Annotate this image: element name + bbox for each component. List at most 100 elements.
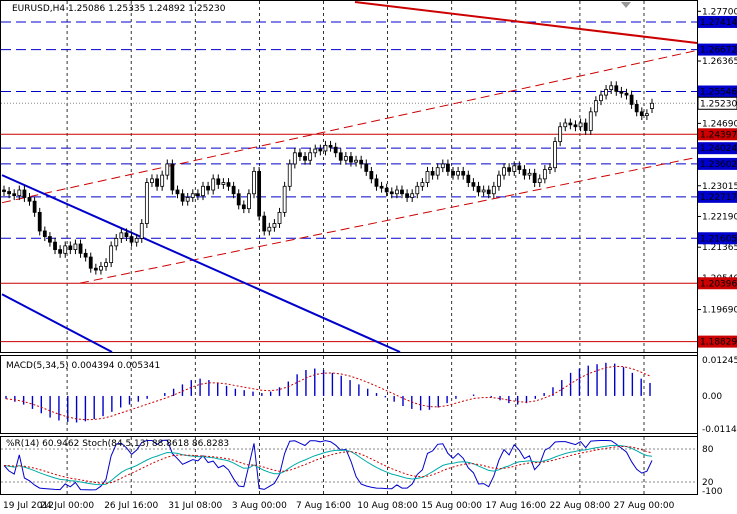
candle-body <box>37 211 42 232</box>
time-tick-label: 10 Aug 08:00 <box>357 501 418 511</box>
macd-label: MACD(5,34,5) 0.004394 0.005341 <box>6 361 160 371</box>
oscillator-tick-label: -100 <box>702 487 723 497</box>
candle-body <box>88 256 93 269</box>
candle-body <box>405 193 409 198</box>
candle-body <box>119 232 124 239</box>
candle-body <box>129 236 134 243</box>
candle-body <box>134 238 139 243</box>
trendlines <box>1 1 698 353</box>
candle-body <box>144 182 149 224</box>
candle-body <box>420 182 425 187</box>
macd-tick-label: -0.01149 <box>702 425 737 435</box>
candle-body <box>53 241 57 251</box>
candle-body <box>298 152 302 157</box>
horizontal-levels <box>1 21 697 343</box>
candle-body <box>247 193 251 210</box>
time-tick-label: 22 Aug 08:00 <box>550 501 611 511</box>
candle-body <box>99 265 103 271</box>
candle-body <box>563 122 568 128</box>
candle-body <box>201 185 205 197</box>
williams-r-line <box>3 439 653 491</box>
candle-body <box>425 171 430 183</box>
oscillator-label: %R(14) 60.9462 Stoch(84,5,13) 88.8618 86… <box>6 439 229 449</box>
candle-body <box>486 189 491 195</box>
level-label: 1.25546 <box>700 88 737 98</box>
candle-body <box>241 204 246 210</box>
candle-body <box>252 171 256 195</box>
macd-signal-line <box>5 365 651 421</box>
candle-body <box>124 232 129 237</box>
candle-body <box>619 90 624 94</box>
level-label: 1.18829 <box>700 338 737 348</box>
macd-tick-label: 0.012451 <box>702 356 737 366</box>
candle-body <box>389 191 394 195</box>
price-tick-label: 1.26365 <box>702 57 737 67</box>
time-tick-label: 26 Jul 16:00 <box>104 501 158 511</box>
level-label: 1.24397 <box>700 130 737 140</box>
candle-body <box>155 178 159 187</box>
level-label: 1.21605 <box>700 234 737 244</box>
candle-body <box>338 152 343 161</box>
price-tick-label: 1.21365 <box>702 243 737 253</box>
level-labels: 1.27414 1.26672 1.25546 1.24397 1.24024 1.236… <box>697 15 737 348</box>
candle-body <box>206 185 210 191</box>
candle-body <box>190 193 195 198</box>
candle-body <box>165 163 170 176</box>
candle-body <box>2 189 6 192</box>
candle-body <box>481 189 486 193</box>
candle-body <box>379 185 384 189</box>
candle-body <box>277 211 282 224</box>
candle-body <box>303 156 307 161</box>
candle-body <box>537 178 542 183</box>
candle-body <box>599 94 603 102</box>
candle-body <box>308 152 313 161</box>
chart-shift-triangle-icon[interactable] <box>621 2 631 8</box>
candle-body <box>221 182 226 185</box>
candle-body <box>415 185 420 195</box>
candle-body <box>466 174 471 183</box>
current-price-label: 1.25230 <box>700 99 737 109</box>
price-tick-label: 1.27700 <box>702 7 737 17</box>
candle-body <box>287 163 292 187</box>
candle-body <box>12 193 17 197</box>
candle-body <box>369 171 374 180</box>
candle-body <box>17 189 22 197</box>
candle-body <box>78 243 83 254</box>
candle-body <box>542 169 547 180</box>
time-tick-label: 27 Aug 00:00 <box>614 501 675 511</box>
candle-body <box>517 165 522 170</box>
candle-body <box>446 163 450 172</box>
candle-body <box>83 252 88 258</box>
candle-body <box>139 223 144 239</box>
candle-body <box>68 245 73 251</box>
candle-body <box>527 172 532 176</box>
candle-body <box>491 185 496 195</box>
candle-body <box>236 193 241 206</box>
level-label-box <box>698 128 737 141</box>
candle-body <box>216 178 221 185</box>
stochastic-main-line <box>3 444 653 486</box>
candle-body <box>27 197 32 202</box>
chart-symbol-header: EURUSD,H4 1.25086 1.25335 1.24892 1.2523… <box>12 4 226 14</box>
level-label: 1.24024 <box>700 144 737 154</box>
price-tick-label: 1.19690 <box>702 306 737 316</box>
time-tick-label: 24 Jul 00:00 <box>40 501 94 511</box>
candle-body <box>160 174 165 187</box>
price-tick-label: 1.22190 <box>702 212 737 222</box>
candle-body <box>568 122 573 126</box>
candle-body <box>604 89 608 96</box>
candle-body <box>593 100 598 113</box>
candle-body <box>614 85 619 92</box>
time-tick-label: 19 Jul 2012 <box>3 501 54 511</box>
candle-body <box>292 152 297 165</box>
candle-body <box>93 267 98 271</box>
descending-trendline <box>1 174 401 353</box>
candle-body <box>333 146 338 154</box>
candle-body <box>364 163 369 172</box>
time-tick-label: 17 Aug 16:00 <box>485 501 546 511</box>
candle-body <box>461 171 466 176</box>
price-panel <box>0 0 698 353</box>
candle-body <box>22 189 27 198</box>
